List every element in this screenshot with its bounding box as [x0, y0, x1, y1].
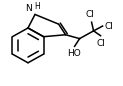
- Text: Cl: Cl: [85, 10, 94, 19]
- Text: Cl: Cl: [96, 39, 105, 48]
- Text: N: N: [25, 4, 32, 12]
- Text: H: H: [34, 2, 40, 11]
- Text: Cl: Cl: [105, 22, 113, 31]
- Text: HO: HO: [67, 49, 80, 58]
